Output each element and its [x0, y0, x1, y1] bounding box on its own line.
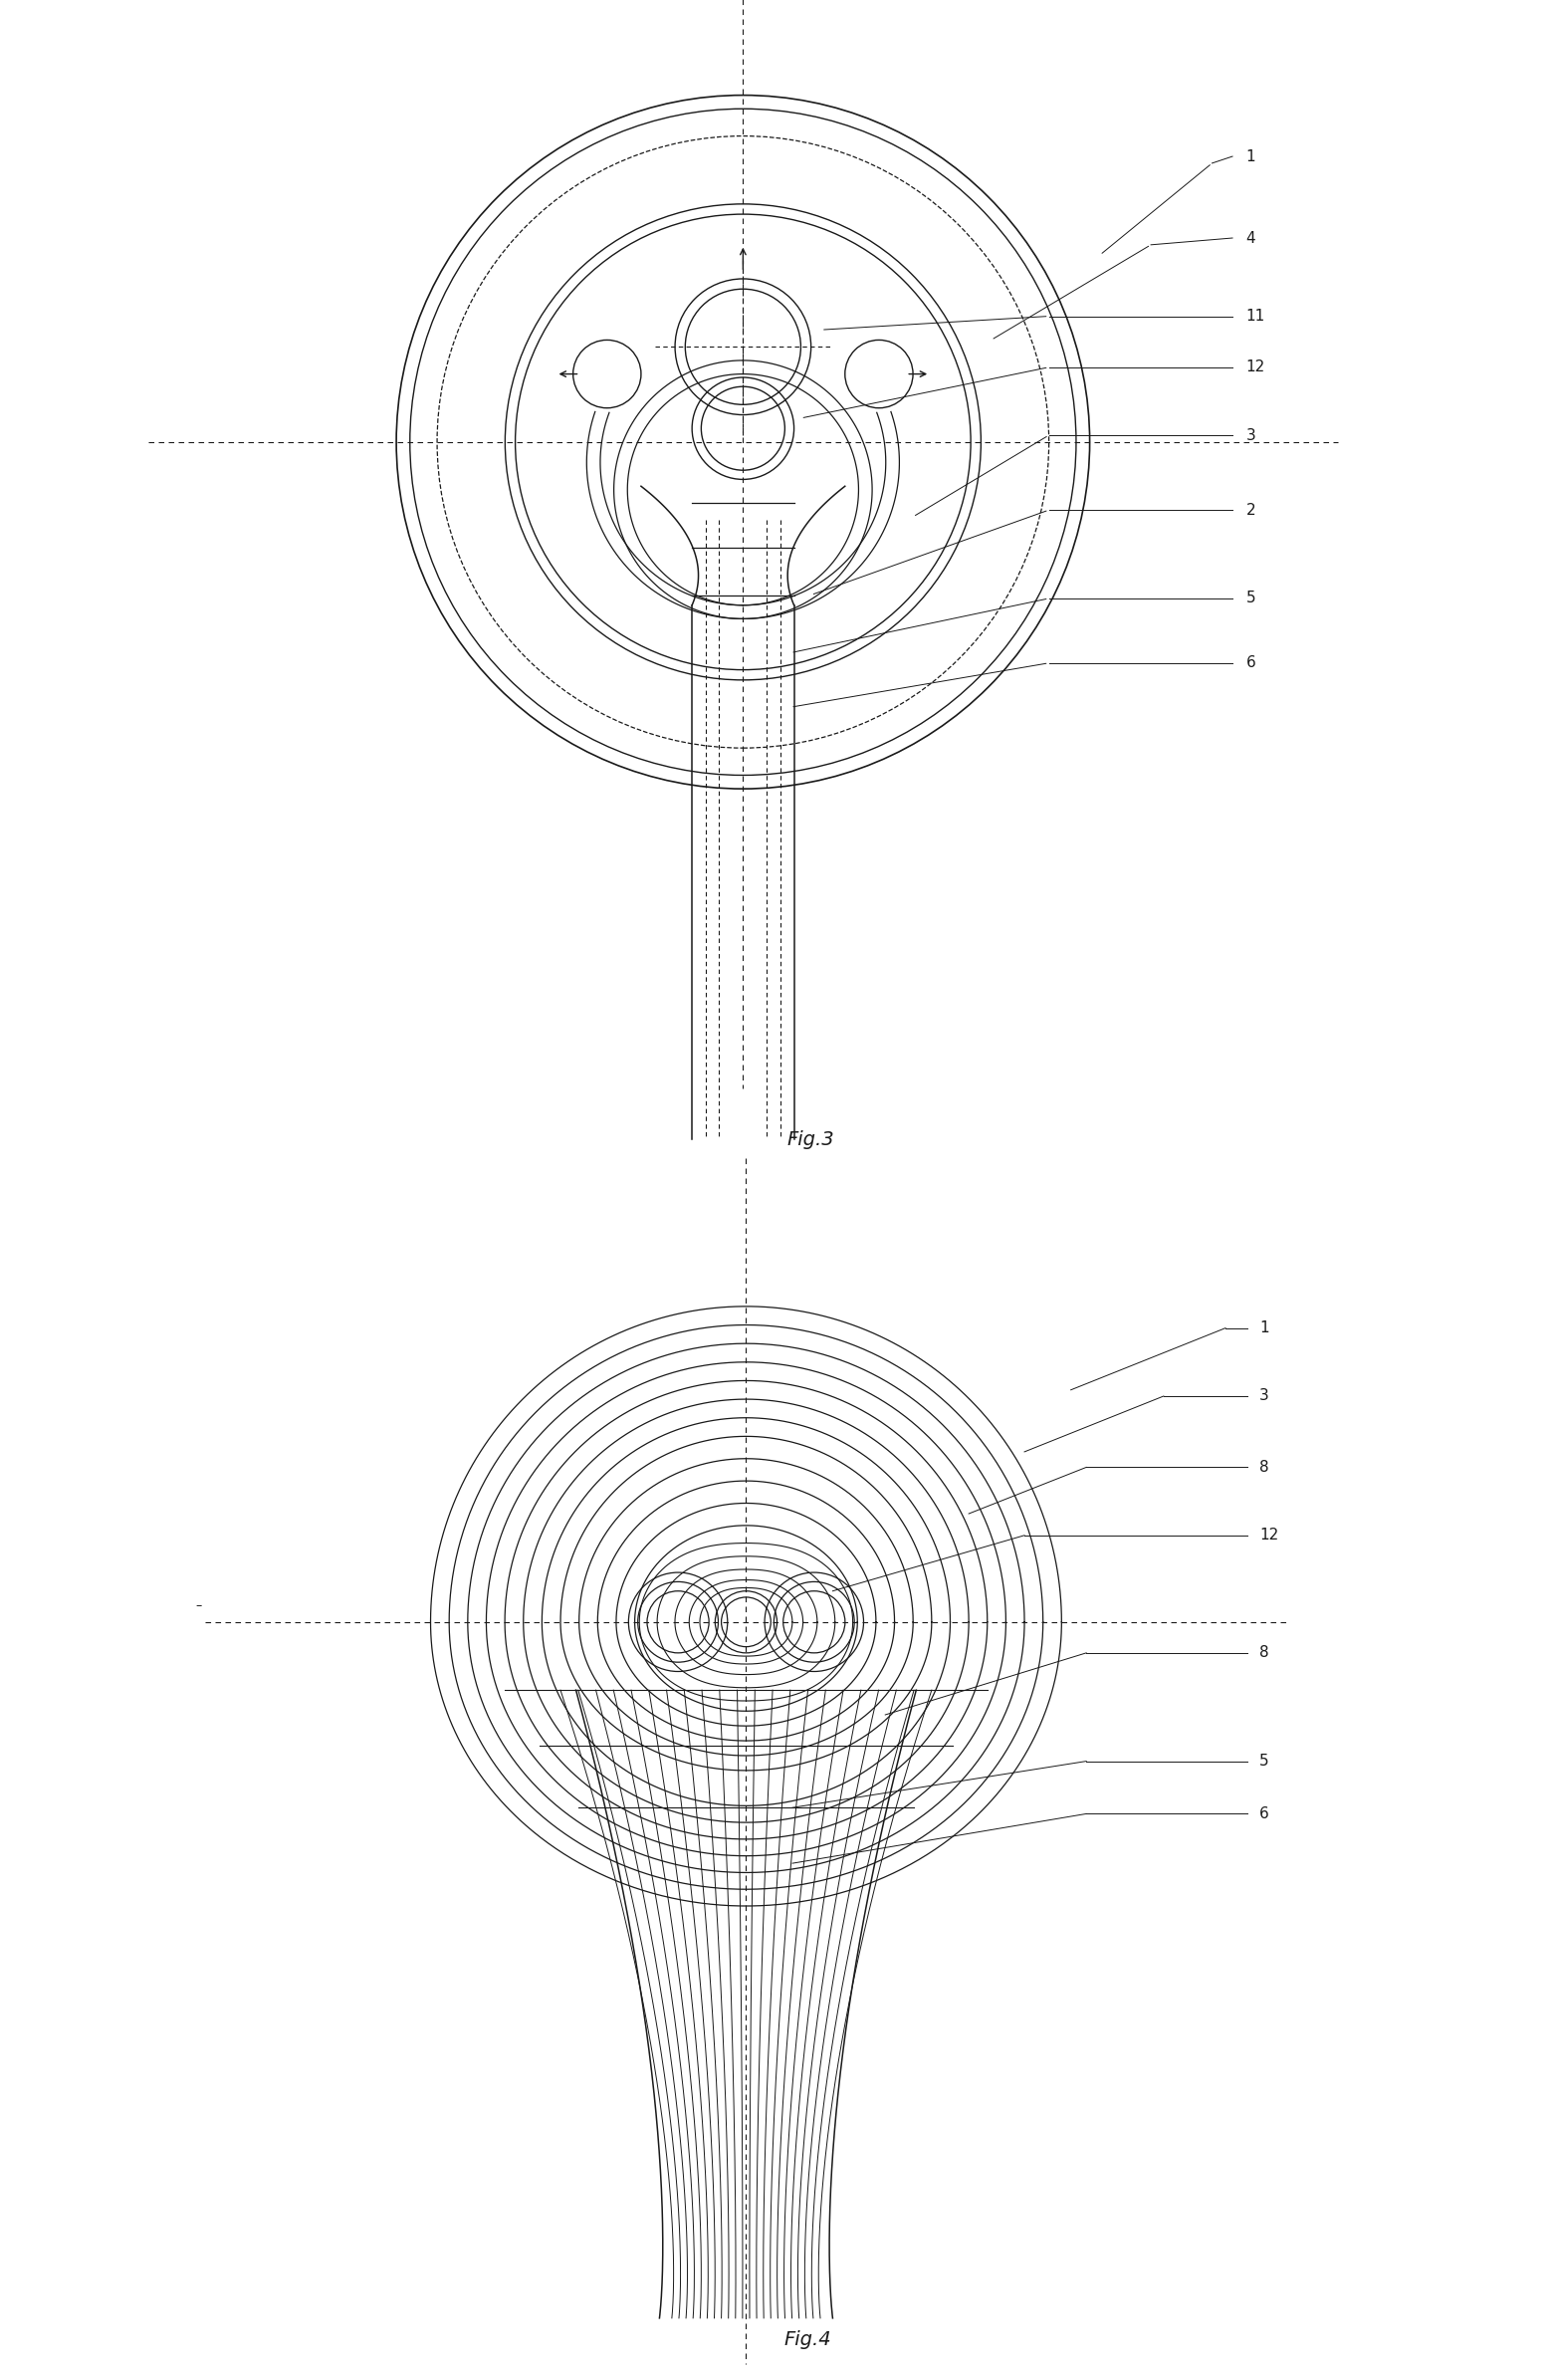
Text: 12: 12 — [1246, 359, 1265, 374]
Text: 6: 6 — [1260, 1806, 1270, 1821]
Text: 6: 6 — [1246, 654, 1256, 671]
Text: 11: 11 — [1246, 309, 1265, 324]
Text: Fig.3: Fig.3 — [788, 1130, 834, 1150]
Text: 2: 2 — [1246, 502, 1256, 516]
Text: Fig.4: Fig.4 — [785, 2330, 831, 2349]
Text: 4: 4 — [1246, 231, 1256, 245]
Text: 1: 1 — [1246, 150, 1256, 164]
Text: 1: 1 — [1260, 1321, 1270, 1335]
Text: 12: 12 — [1260, 1528, 1279, 1542]
Text: 5: 5 — [1260, 1754, 1270, 1768]
Text: 3: 3 — [1246, 428, 1256, 443]
Text: 3: 3 — [1260, 1388, 1270, 1404]
Text: 8: 8 — [1260, 1459, 1270, 1476]
Text: –: – — [196, 1599, 202, 1614]
Text: 5: 5 — [1246, 590, 1256, 607]
Text: 8: 8 — [1260, 1645, 1270, 1661]
